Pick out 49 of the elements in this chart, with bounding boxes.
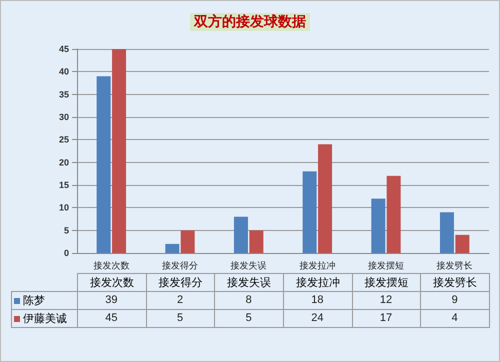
bar xyxy=(165,244,180,253)
category-label: 接发拉冲 xyxy=(296,276,340,289)
y-tick-label: 40 xyxy=(58,66,69,77)
bar xyxy=(386,176,401,253)
y-tick-label: 15 xyxy=(58,180,69,190)
data-label: 4 xyxy=(452,312,458,324)
data-label: 9 xyxy=(452,294,458,306)
y-tick-label: 20 xyxy=(58,157,69,168)
legend-label: 伊藤美诚 xyxy=(12,310,78,328)
bar xyxy=(371,198,386,253)
bar xyxy=(112,49,126,253)
bar xyxy=(96,76,111,253)
bar xyxy=(455,234,470,253)
x-tick-label: 接发劈长 xyxy=(436,260,473,270)
x-tick-label: 接发拉冲 xyxy=(299,260,336,270)
data-label: 8 xyxy=(246,294,252,306)
legend-label: 陈梦 xyxy=(12,292,78,310)
bar xyxy=(249,230,264,253)
x-tick-label: 接发次数 xyxy=(93,260,130,270)
data-label: 17 xyxy=(380,312,392,324)
data-label: 2 xyxy=(176,294,184,306)
y-tick-label: 5 xyxy=(64,225,69,236)
y-tick-label: 0 xyxy=(64,248,69,258)
data-label: 5 xyxy=(176,312,184,324)
y-tick-label: 30 xyxy=(58,112,69,122)
bar xyxy=(440,212,454,253)
chart-title: 双方的接发球数据 xyxy=(193,13,306,30)
category-label: 接发摆短 xyxy=(364,276,408,289)
data-label: 12 xyxy=(380,294,392,306)
category-label: 接发劈长 xyxy=(433,276,478,289)
bar xyxy=(234,216,248,253)
y-tick-label: 35 xyxy=(58,89,69,100)
y-tick-label: 45 xyxy=(58,44,69,54)
category-label: 接发次数 xyxy=(90,276,134,289)
x-tick-label: 接发失误 xyxy=(230,260,267,270)
data-label: 18 xyxy=(311,294,324,306)
bar xyxy=(302,171,317,253)
data-label: 5 xyxy=(246,312,252,324)
y-tick-label: 25 xyxy=(58,134,69,145)
x-tick-label: 接发得分 xyxy=(162,260,198,270)
bar xyxy=(318,144,332,253)
data-label: 39 xyxy=(105,294,118,306)
bar xyxy=(180,230,195,253)
category-label: 接发失误 xyxy=(227,276,272,289)
x-tick-label: 接发摆短 xyxy=(368,260,404,270)
y-tick-label: 10 xyxy=(58,202,69,213)
data-label: 45 xyxy=(105,312,118,324)
data-label: 24 xyxy=(311,312,324,324)
category-label: 接发得分 xyxy=(158,276,202,289)
